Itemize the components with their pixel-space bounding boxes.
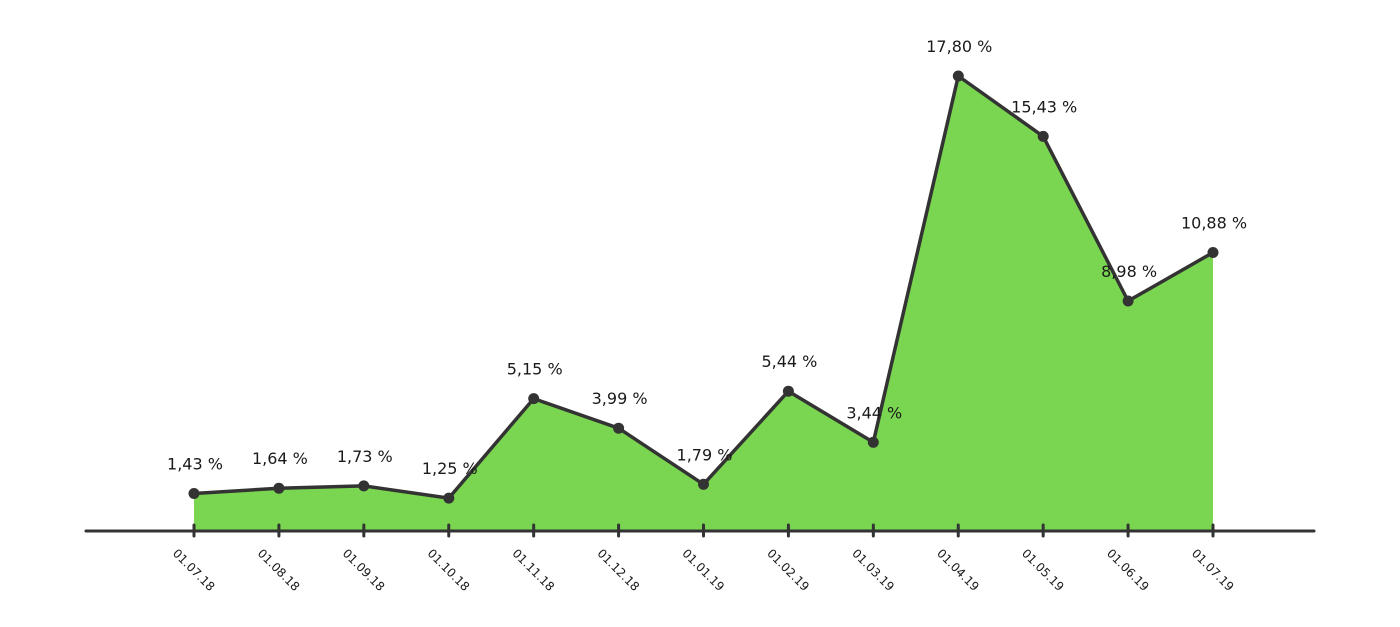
data-label: 1,73 % xyxy=(337,447,393,466)
tick-label: 01.12.18 xyxy=(594,546,642,594)
points-layer xyxy=(188,70,1219,504)
data-labels: 1,43 % 1,64 % 1,73 % 1,25 % 5,15 % 3,99 % 1,79… xyxy=(167,37,1247,478)
area-fill xyxy=(194,76,1213,530)
tick-label: 01.04.19 xyxy=(934,546,982,594)
area-layer xyxy=(194,76,1213,530)
data-point xyxy=(188,488,200,499)
data-point xyxy=(273,482,285,494)
tick-label: 01.05.19 xyxy=(1019,546,1067,594)
x-axis xyxy=(84,523,1316,538)
tick-label: 01.06.19 xyxy=(1104,546,1152,594)
tick-label: 01.07.18 xyxy=(170,546,218,594)
tick-labels: 01.07.18 01.08.18 01.09.18 01.10.18 01.11.18… xyxy=(170,546,1237,594)
data-label: 15,43 % xyxy=(1011,97,1077,116)
data-point xyxy=(867,436,879,448)
data-point xyxy=(528,393,540,405)
data-label: 1,25 % xyxy=(422,459,478,478)
tick-label: 01.10.18 xyxy=(425,546,473,594)
data-point xyxy=(698,478,709,490)
tick-label: 01.01.19 xyxy=(679,546,727,594)
tick-label: 01.07.19 xyxy=(1189,546,1237,594)
data-label: 1,64 % xyxy=(252,449,308,468)
tick-label: 01.02.19 xyxy=(764,546,812,594)
tick-label: 01.11.18 xyxy=(510,546,558,594)
data-point xyxy=(1037,130,1049,142)
data-label: 5,44 % xyxy=(761,352,817,371)
tick-label: 01.09.18 xyxy=(340,546,388,594)
data-label: 1,79 % xyxy=(677,445,733,464)
data-point xyxy=(1122,295,1134,307)
data-label: 5,15 % xyxy=(507,360,563,379)
data-label: 10,88 % xyxy=(1181,214,1247,233)
data-point xyxy=(1207,247,1219,258)
data-label: 1,43 % xyxy=(167,455,223,474)
data-label: 3,99 % xyxy=(592,389,648,408)
tick-label: 01.03.19 xyxy=(849,546,897,594)
data-point xyxy=(952,70,964,82)
data-label: 3,44 % xyxy=(846,403,902,422)
data-label: 8,98 % xyxy=(1101,262,1157,281)
data-point xyxy=(613,422,625,434)
data-label: 17,80 % xyxy=(926,37,992,56)
data-point xyxy=(358,480,370,492)
tick-label: 01.08.18 xyxy=(255,546,303,594)
data-point xyxy=(782,385,794,397)
data-point xyxy=(443,492,455,504)
